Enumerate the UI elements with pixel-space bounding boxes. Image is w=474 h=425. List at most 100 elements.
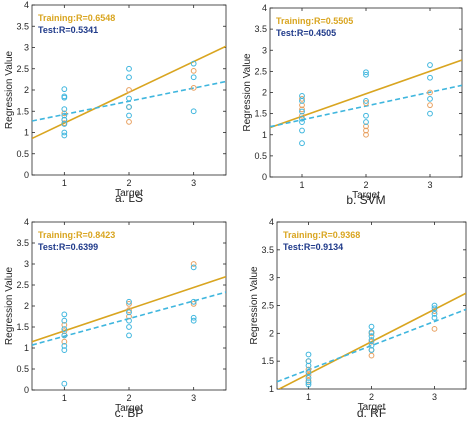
training-point: [299, 102, 305, 109]
test-point: [299, 115, 305, 122]
y-axis-label: Regression Value: [4, 50, 15, 129]
training-point: [126, 87, 132, 93]
test-point: [368, 347, 375, 353]
training-regression-line: [277, 292, 466, 389]
test-point: [431, 305, 438, 312]
panel-caption: b. SVM: [346, 193, 385, 207]
y-tick-label: 1: [262, 130, 267, 140]
training-point: [190, 67, 197, 74]
y-tick-label: 1.5: [261, 356, 274, 366]
training-point: [368, 352, 375, 359]
test-point: [363, 112, 369, 119]
x-tick-label: 1: [62, 393, 67, 403]
y-axis-label: Regression Value: [249, 266, 260, 345]
test-regression-line: [277, 308, 466, 383]
test-point: [126, 65, 132, 72]
y-tick-label: 1.5: [254, 109, 267, 119]
training-point: [190, 301, 197, 307]
test-point: [61, 112, 68, 119]
training-point: [363, 100, 369, 106]
training-point: [363, 127, 369, 134]
y-tick-label: 3.5: [16, 238, 29, 248]
y-tick-label: 3: [24, 259, 29, 269]
test-point: [431, 314, 438, 321]
test-point: [305, 369, 312, 376]
x-tick-label: 1: [299, 180, 304, 190]
y-axis-label: Regression Value: [242, 53, 253, 132]
training-r-label: Training:R=0.6548: [38, 13, 115, 23]
y-tick-label: 2: [269, 328, 274, 338]
y-tick-label: 0.5: [16, 149, 29, 159]
y-axis-label: Regression Value: [4, 266, 15, 345]
training-point: [126, 301, 132, 307]
training-point: [61, 328, 68, 335]
y-tick-label: 0.5: [16, 364, 29, 374]
training-point: [305, 366, 312, 373]
y-tick-label: 1: [24, 128, 29, 138]
y-tick-label: 0: [262, 172, 267, 182]
training-point: [431, 308, 438, 314]
training-point: [190, 261, 197, 267]
y-tick-label: 2.5: [16, 64, 29, 74]
test-point: [299, 98, 305, 104]
test-point: [126, 317, 132, 324]
test-point: [61, 94, 68, 101]
test-point: [61, 347, 68, 354]
test-point: [126, 74, 132, 81]
training-point: [126, 307, 132, 314]
plot-area: [32, 45, 226, 140]
test-point: [61, 121, 68, 127]
test-r-label: Test:R=0.6399: [38, 242, 98, 252]
test-point: [126, 324, 132, 330]
x-axis-label: Target: [358, 402, 386, 413]
training-point: [190, 84, 197, 91]
test-point: [61, 343, 68, 349]
test-point: [61, 86, 68, 93]
test-point: [305, 381, 312, 388]
test-point: [368, 323, 375, 330]
test-point: [61, 380, 68, 387]
x-axis-label: Target: [352, 190, 380, 201]
y-tick-label: 1: [24, 343, 29, 353]
test-point: [61, 129, 68, 136]
chart-panel-1: 0 0.5 1 1.5 2 2.5 3 3.5 4 1 2 3 Target Regression Val…: [4, 0, 227, 205]
test-point: [61, 132, 68, 139]
y-tick-label: 3.5: [254, 24, 267, 34]
y-tick-label: 1: [269, 384, 274, 394]
x-tick-label: 2: [126, 178, 131, 188]
training-point: [299, 106, 305, 113]
panel-caption: a. LS: [115, 191, 143, 205]
x-axis-label: Target: [115, 403, 143, 414]
plot-area: [32, 261, 226, 387]
training-point: [427, 89, 433, 96]
test-point: [61, 332, 68, 339]
test-point: [126, 298, 132, 305]
training-r-label: Training:R=0.5505: [276, 16, 353, 26]
x-tick-label: 2: [363, 180, 368, 190]
training-point: [126, 313, 132, 320]
training-r-label: Training:R=0.9368: [283, 230, 360, 240]
test-point: [190, 108, 197, 115]
y-tick-label: 0.5: [254, 151, 267, 161]
test-r-label: Test:R=0.9134: [283, 242, 343, 252]
panel-caption: d. RF: [357, 406, 386, 420]
panel-caption: c. BP: [115, 406, 144, 420]
x-tick-label: 3: [191, 393, 196, 403]
y-tick-label: 3.5: [261, 245, 274, 255]
y-tick-label: 2.5: [261, 301, 274, 311]
test-point: [61, 116, 68, 123]
test-point: [126, 104, 132, 110]
test-point: [126, 309, 132, 316]
training-point: [363, 131, 369, 138]
y-tick-label: 2.5: [16, 280, 29, 290]
y-tick-label: 1.5: [16, 322, 29, 332]
test-point: [190, 74, 197, 81]
training-point: [126, 118, 132, 125]
test-point: [427, 95, 433, 102]
test-point: [190, 298, 197, 305]
plot-area: [277, 292, 466, 389]
test-point: [431, 302, 438, 309]
training-point: [363, 123, 369, 130]
test-point: [299, 119, 305, 125]
